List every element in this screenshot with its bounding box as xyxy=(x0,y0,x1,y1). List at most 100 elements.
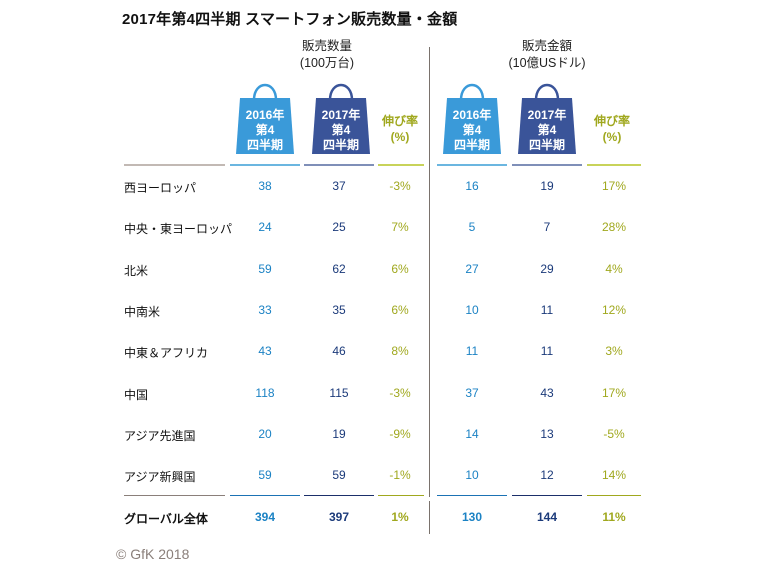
cell-value-2017: 13 xyxy=(540,427,554,441)
section-divider-top xyxy=(429,47,430,497)
cell-units-2016: 118 xyxy=(255,386,275,400)
cell-value-2016: 14 xyxy=(465,427,479,441)
cell-value-growth: 28% xyxy=(601,220,627,234)
cell-units-growth: -9% xyxy=(389,427,411,441)
header-rule-label xyxy=(124,164,225,166)
bag-quarter: 第4 xyxy=(537,123,557,137)
value-group-unit: (10億USドル) xyxy=(508,56,586,70)
cell-value-2017: 11 xyxy=(540,344,554,358)
bag-icon-value-2016: 2016年 第4 四半期 xyxy=(441,72,503,156)
cell-value-2016: 130 xyxy=(461,510,483,524)
bag-year: 2016年 xyxy=(245,108,285,122)
growth-header-unit: (%) xyxy=(390,130,410,144)
bag-quarter: 第4 xyxy=(462,123,482,137)
bag-quarter: 第4 xyxy=(255,123,275,137)
value-growth-header: 伸び率 (%) xyxy=(590,113,634,145)
cell-units-2017: 62 xyxy=(332,262,346,276)
bag-year: 2016年 xyxy=(452,108,492,122)
cell-units-2017: 397 xyxy=(328,510,350,524)
region-label: アジア新興国 xyxy=(124,470,196,484)
total-rule-units-growth xyxy=(378,495,424,496)
value-group-header: 販売金額 (10億USドル) xyxy=(482,38,612,72)
cell-value-2017: 19 xyxy=(540,179,554,193)
cell-units-2016: 394 xyxy=(254,510,276,524)
bag-period: 四半期 xyxy=(322,138,359,152)
cell-units-2017: 35 xyxy=(332,303,346,317)
cell-units-growth: -3% xyxy=(389,179,411,193)
total-rule-value-2016 xyxy=(437,495,507,496)
cell-value-2017: 7 xyxy=(543,220,551,234)
units-group-unit: (100万台) xyxy=(299,56,355,70)
cell-units-growth: -1% xyxy=(389,468,411,482)
region-label: 中東＆アフリカ xyxy=(124,346,209,360)
bag-period: 四半期 xyxy=(453,138,490,152)
cell-value-2016: 10 xyxy=(465,468,479,482)
units-group-title: 販売数量 xyxy=(301,39,352,53)
total-rule-label xyxy=(124,495,225,496)
cell-value-growth: 11% xyxy=(602,510,626,524)
bag-quarter: 第4 xyxy=(331,123,351,137)
cell-value-growth: 3% xyxy=(605,344,623,358)
cell-value-2016: 27 xyxy=(465,262,479,276)
cell-units-2016: 24 xyxy=(258,220,272,234)
cell-value-2016: 11 xyxy=(465,344,479,358)
bag-icon-units-2017: 2017年 第4 四半期 xyxy=(310,72,372,156)
header-rule-value-2016 xyxy=(437,164,507,166)
cell-value-growth: 12% xyxy=(601,303,627,317)
cell-value-2017: 29 xyxy=(540,262,554,276)
units-group-header: 販売数量 (100万台) xyxy=(262,38,392,72)
cell-units-growth: 8% xyxy=(391,344,409,358)
cell-value-2016: 5 xyxy=(468,220,476,234)
cell-units-2017: 25 xyxy=(332,220,346,234)
section-divider-bottom xyxy=(429,501,430,534)
bag-icon-value-2017: 2017年 第4 四半期 xyxy=(516,72,578,156)
cell-units-growth: 7% xyxy=(391,220,409,234)
region-label: 西ヨーロッパ xyxy=(124,181,197,195)
cell-value-2016: 16 xyxy=(465,179,479,193)
growth-header-label: 伸び率 xyxy=(381,114,418,128)
cell-units-growth: 6% xyxy=(391,262,409,276)
cell-value-growth: 17% xyxy=(601,386,627,400)
copyright-text: © GfK 2018 xyxy=(116,546,190,562)
header-rule-value-2017 xyxy=(512,164,582,166)
cell-value-2016: 10 xyxy=(465,303,479,317)
cell-units-growth: 1% xyxy=(391,510,409,524)
cell-value-growth: 17% xyxy=(601,179,627,193)
cell-value-2017: 43 xyxy=(540,386,554,400)
bag-period: 四半期 xyxy=(528,138,565,152)
header-rule-units-2017 xyxy=(304,164,374,166)
region-label: グローバル全体 xyxy=(124,512,208,526)
cell-units-2016: 43 xyxy=(258,344,272,358)
cell-units-2017: 59 xyxy=(332,468,346,482)
total-rule-value-growth xyxy=(587,495,641,496)
page-title: 2017年第4四半期 スマートフォン販売数量・金額 xyxy=(122,11,458,28)
region-label: 中南米 xyxy=(124,305,161,319)
bag-year: 2017年 xyxy=(321,108,361,122)
cell-units-2016: 38 xyxy=(258,179,272,193)
growth-header-unit: (%) xyxy=(602,130,622,144)
total-rule-units-2017 xyxy=(304,495,374,496)
cell-value-growth: -5% xyxy=(603,427,625,441)
cell-units-growth: -3% xyxy=(389,386,411,400)
cell-value-growth: 14% xyxy=(601,468,627,482)
region-label: 中国 xyxy=(124,388,149,402)
cell-units-growth: 6% xyxy=(391,303,409,317)
cell-units-2016: 20 xyxy=(258,427,272,441)
cell-value-2016: 37 xyxy=(465,386,479,400)
cell-units-2017: 19 xyxy=(332,427,346,441)
cell-units-2017: 37 xyxy=(332,179,346,193)
header-rule-value-growth xyxy=(587,164,641,166)
cell-value-growth: 4% xyxy=(605,262,623,276)
region-label: 北米 xyxy=(124,264,149,278)
header-rule-units-growth xyxy=(378,164,424,166)
bag-year: 2017年 xyxy=(527,108,567,122)
cell-value-2017: 11 xyxy=(540,303,554,317)
total-rule-units-2016 xyxy=(230,495,300,496)
cell-units-2016: 33 xyxy=(258,303,272,317)
cell-units-2017: 115 xyxy=(329,386,349,400)
header-rule-units-2016 xyxy=(230,164,300,166)
cell-value-2017: 12 xyxy=(540,468,554,482)
cell-value-2017: 144 xyxy=(536,510,558,524)
total-rule-value-2017 xyxy=(512,495,582,496)
cell-units-2016: 59 xyxy=(258,262,272,276)
